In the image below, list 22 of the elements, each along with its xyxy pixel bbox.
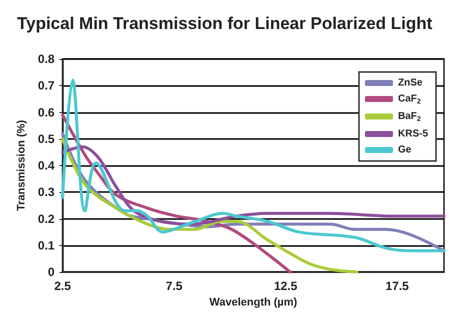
x-tick-label: 17.5: [385, 279, 410, 293]
x-tick-label: 7.5: [166, 279, 183, 293]
y-tick-label: 0.1: [38, 238, 55, 252]
y-tick-label: 0.7: [38, 78, 55, 93]
y-tick-label: 0.2: [38, 212, 55, 226]
line-series: [61, 78, 446, 252]
line-series: [61, 145, 446, 226]
y-tick-label: 0.4: [38, 158, 55, 172]
x-axis-title: Wavelength (µm): [209, 296, 298, 308]
x-tick-label: 2.5: [54, 279, 72, 293]
chart-title: Typical Min Transmission for Linear Polarized Light: [17, 14, 433, 33]
x-tick-label: 12.5: [274, 279, 298, 293]
y-tick-label: 0.6: [38, 105, 55, 120]
y-tick-label: 0: [48, 265, 55, 279]
legend-label: ZnSe: [398, 78, 423, 88]
y-tick-label: 0.8: [38, 52, 55, 66]
y-tick-label: 0.5: [38, 132, 55, 146]
y-tick-label: 0.3: [38, 185, 55, 200]
legend-label: KRS-5: [398, 128, 428, 140]
legend-label: Ge: [398, 144, 412, 156]
y-axis-title: Transmission (%): [16, 120, 28, 212]
line-series: [61, 137, 359, 274]
